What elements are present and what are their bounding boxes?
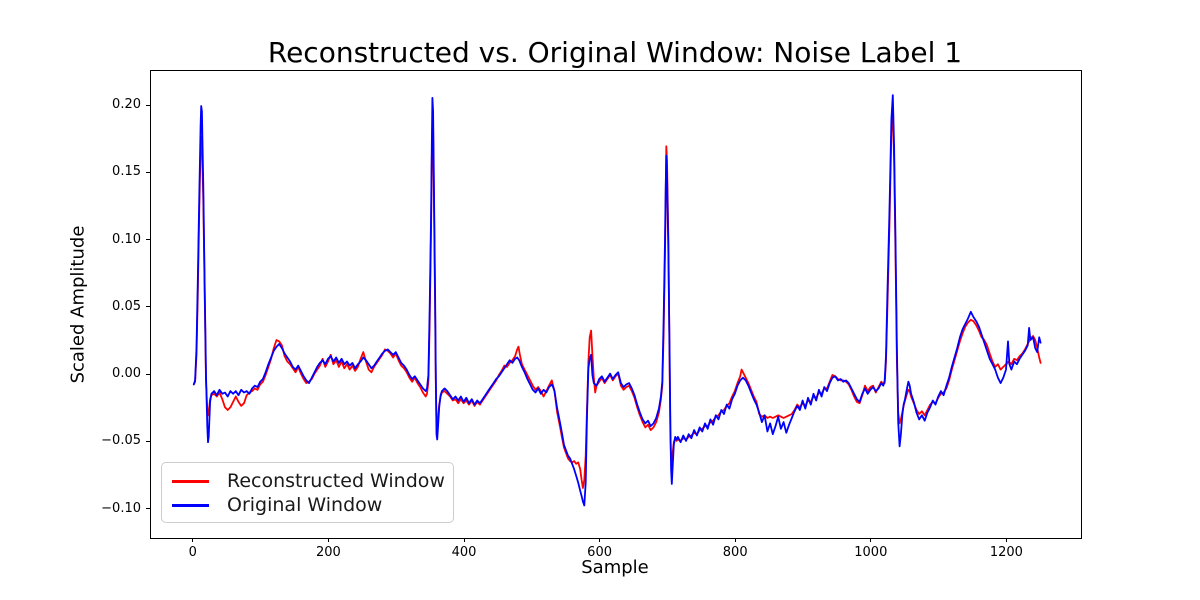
y-tick-mark (146, 373, 150, 375)
y-tick-label: 0.00 (112, 366, 141, 381)
y-tick-mark (146, 508, 150, 509)
y-tick-label: −0.05 (101, 433, 141, 449)
x-tick-label: 200 (315, 545, 341, 560)
y-tick-mark (146, 440, 150, 442)
x-tick-label: 0 (188, 545, 197, 560)
x-tick-mark (192, 538, 194, 542)
plot-area: Reconstructed Window Original Window (150, 70, 1082, 539)
series-line-original-window (192, 94, 1042, 507)
y-tick-label: 0.10 (112, 231, 141, 247)
legend-line-sample-red (172, 479, 209, 483)
x-tick-mark (463, 538, 465, 542)
x-tick-mark (327, 538, 329, 542)
y-tick-label: 0.15 (112, 164, 141, 180)
legend-item-original: Original Window (172, 493, 453, 517)
x-tick-label: 1200 (989, 545, 1023, 560)
series-line-reconstructed-window (192, 107, 1042, 489)
x-tick-mark (870, 538, 872, 542)
x-tick-label: 1000 (854, 545, 888, 560)
legend-line-sample-blue (172, 503, 209, 507)
plot-svg (192, 94, 1042, 507)
legend-item-label: Original Window (227, 494, 383, 516)
x-tick-label: 400 (451, 545, 477, 560)
legend-item-label: Reconstructed Window (227, 470, 445, 492)
x-tick-mark (599, 538, 601, 542)
x-tick-label: 600 (587, 545, 613, 560)
y-tick-label: 0.05 (112, 298, 141, 314)
legend-item-reconstructed: Reconstructed Window (172, 469, 453, 493)
legend: Reconstructed Window Original Window (161, 462, 454, 523)
x-tick-mark (1005, 538, 1007, 542)
y-tick-mark (146, 239, 150, 240)
y-tick-label: 0.20 (112, 97, 141, 112)
chart-title: Reconstructed vs. Original Window: Noise… (267, 36, 963, 69)
x-tick-label: 800 (722, 545, 748, 560)
y-tick-mark (146, 104, 150, 106)
y-tick-mark (146, 171, 150, 173)
x-axis-label: Sample (581, 557, 649, 578)
y-tick-label: −0.10 (101, 500, 141, 516)
y-tick-mark (146, 306, 150, 308)
x-tick-mark (734, 538, 736, 542)
